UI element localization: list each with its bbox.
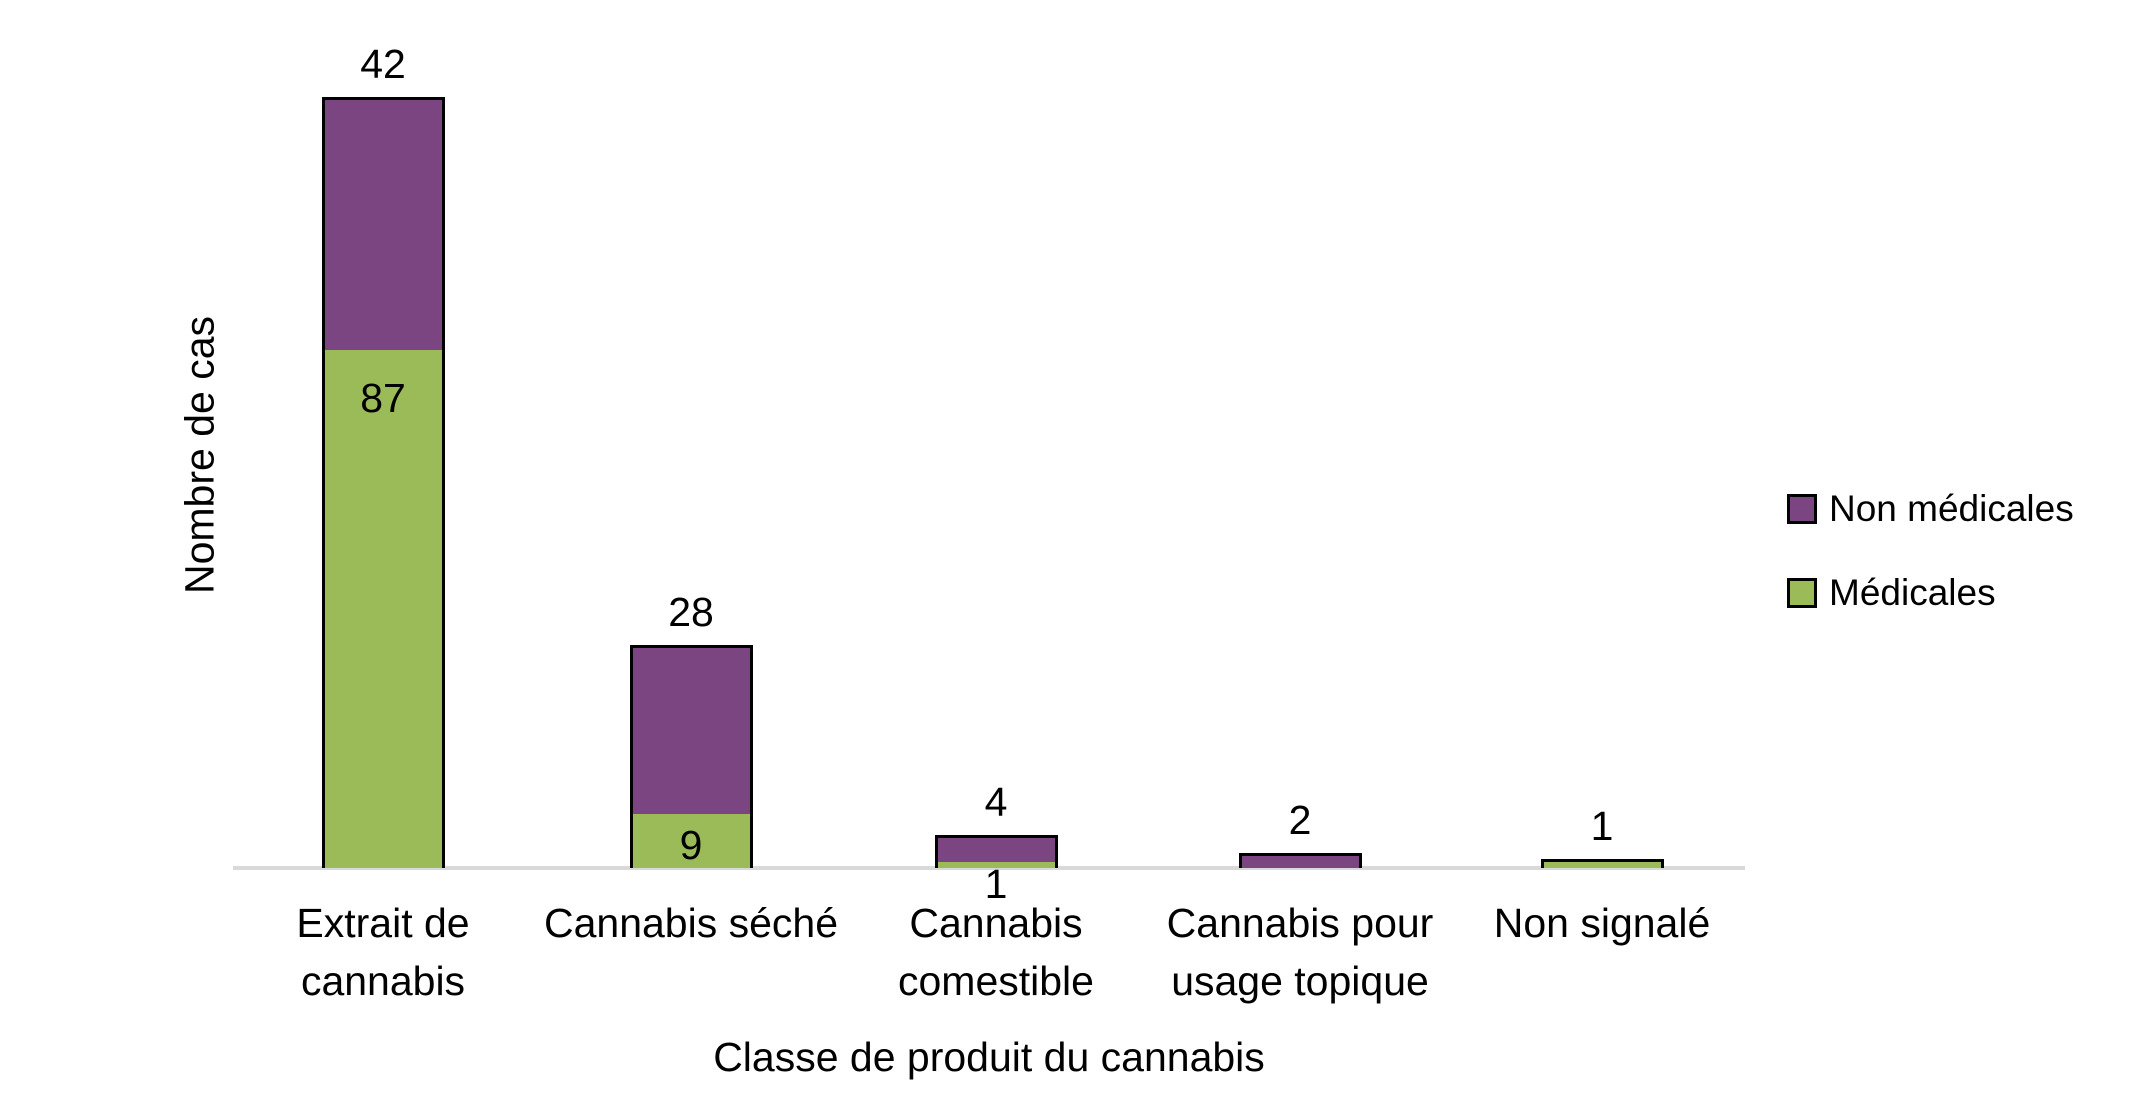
bar-segment-medicales [1541,859,1664,868]
category-label: Cannabis pour usage topique [1166,900,1434,1004]
y-axis-title: Nombre de cas [176,315,223,595]
category-label: Cannabis comestible [898,900,1094,1004]
value-label-top: 4 [984,779,1008,826]
value-label-medicales: 9 [679,822,703,869]
value-label-top: 42 [360,41,406,88]
legend-item-non-medicales: Non médicales [1787,488,2074,529]
bar-segment-medicales [322,350,445,868]
value-label-top: 28 [668,588,714,635]
x-axis-line [233,866,1745,870]
legend-label: Médicales [1829,572,1996,613]
value-label-medicales: 1 [984,861,1008,907]
legend-item-medicales: Médicales [1787,572,2074,613]
value-label-top: 1 [1590,803,1614,850]
legend: Non médicales Médicales [1787,488,2074,660]
category-label: Non signalé [1493,900,1711,946]
legend-swatch-non-medicales-icon [1787,494,1817,524]
value-label-top: 2 [1288,797,1312,844]
category-label: Extrait de cannabis [296,900,470,1004]
bar-segment-non-medicales [322,97,445,354]
legend-swatch-medicales-icon [1787,578,1817,608]
bar-segment-medicales [935,862,1058,868]
bar-segment-medicales [630,814,753,868]
bar-segment-non-medicales [1239,853,1362,868]
legend-label: Non médicales [1829,488,2074,529]
x-axis-title: Classe de produit du cannabis [713,1034,1265,1080]
bar-segment-non-medicales [630,644,753,818]
value-label-medicales: 87 [360,375,406,422]
category-label: Cannabis séché [543,900,839,946]
